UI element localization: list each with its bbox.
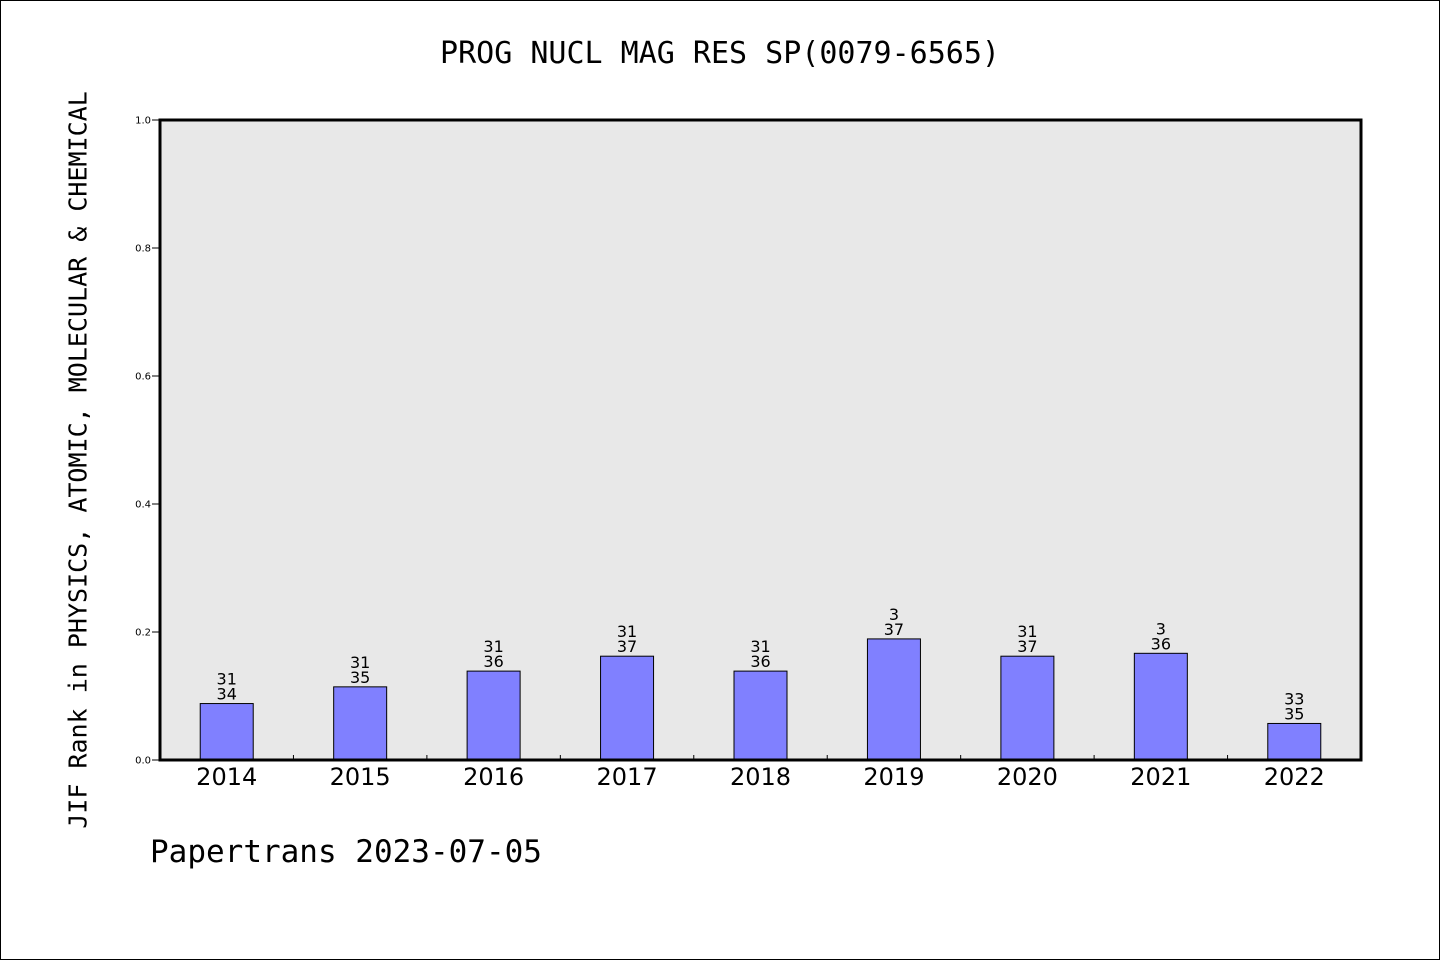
bar-total-label: 35 — [1284, 704, 1304, 723]
bar-2019 — [866, 638, 921, 761]
y-tick-label: 0.0 — [135, 756, 151, 767]
x-tick-label: 2017 — [597, 763, 658, 791]
bar-2020 — [1000, 655, 1055, 761]
x-tick-label: 2020 — [997, 763, 1058, 791]
x-tick-label: 2021 — [1130, 763, 1191, 791]
footer-credit: Papertrans 2023-07-05 — [150, 834, 542, 870]
bar-rank-label: 3 — [1156, 619, 1166, 638]
y-tick-label: 0.8 — [135, 244, 151, 255]
bar-2015 — [333, 686, 388, 761]
bar-total-label: 36 — [483, 652, 503, 671]
bar-total-label: 37 — [1017, 637, 1037, 656]
x-tick-label: 2018 — [730, 763, 791, 791]
y-tick-label: 0.4 — [135, 500, 151, 511]
y-tick-label: 1.0 — [135, 116, 151, 127]
bar-total-label: 36 — [750, 652, 770, 671]
bar-2021 — [1133, 652, 1188, 761]
bar-2016 — [466, 670, 521, 761]
bar-2022 — [1267, 722, 1322, 761]
bar-2014 — [199, 703, 254, 761]
chart-title: PROG NUCL MAG RES SP(0079-6565) — [440, 36, 1000, 71]
x-tick-label: 2014 — [196, 763, 257, 791]
bar-rank-label: 31 — [483, 637, 503, 656]
bar-rank-label: 31 — [1017, 622, 1037, 641]
bar-rank-label: 3 — [889, 605, 899, 624]
bar-rank-label: 31 — [350, 653, 370, 672]
bar-total-label: 34 — [217, 685, 237, 704]
plot-border — [158, 118, 1363, 762]
x-tick-label: 2016 — [463, 763, 524, 791]
bar-rank-label: 33 — [1284, 689, 1304, 708]
bar-rank-label: 31 — [217, 670, 237, 689]
bar-rank-label: 31 — [750, 637, 770, 656]
x-tick-label: 2019 — [863, 763, 924, 791]
y-tick-label: 0.6 — [135, 372, 151, 383]
bar-2018 — [733, 670, 788, 761]
bar-total-label: 35 — [350, 668, 370, 687]
x-tick-label: 2022 — [1264, 763, 1325, 791]
bar-total-label: 36 — [1151, 634, 1171, 653]
bar-total-label: 37 — [617, 637, 637, 656]
bar-rank-label: 31 — [617, 622, 637, 641]
x-tick-label: 2015 — [330, 763, 391, 791]
bar-2017 — [600, 655, 655, 761]
y-tick-label: 0.2 — [135, 628, 151, 639]
bar-total-label: 37 — [884, 620, 904, 639]
